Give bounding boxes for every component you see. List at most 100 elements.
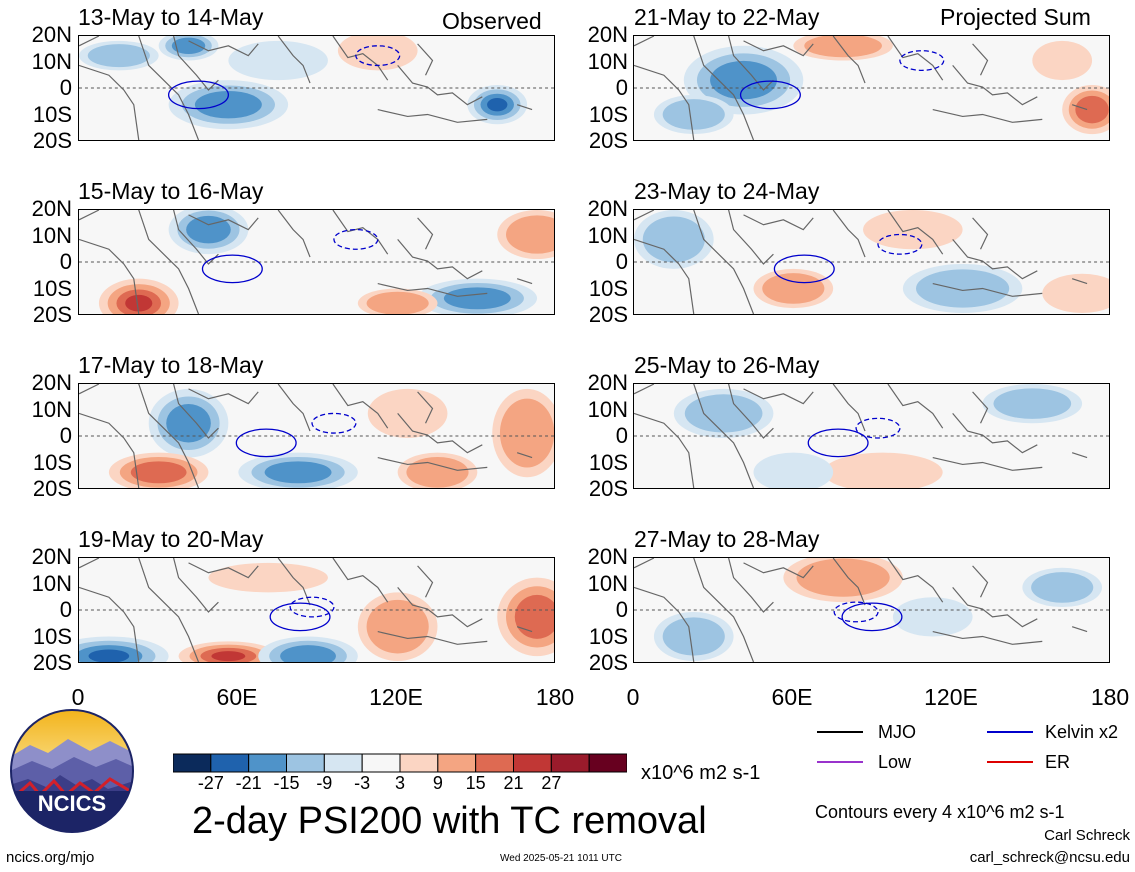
kelvin-contour: [167, 80, 230, 110]
coastline: [332, 384, 389, 429]
map-panel: [633, 383, 1110, 489]
lat-tick-label: 10S: [32, 101, 72, 127]
lat-tick-label: 0: [615, 75, 628, 100]
positive-anomaly: [130, 461, 187, 484]
coastline: [188, 562, 259, 579]
kelvin-contour: [235, 428, 297, 458]
lat-tick-label: 20N: [587, 196, 628, 221]
colorbar-tick-label: -27: [197, 773, 224, 793]
positive-anomaly: [1032, 40, 1093, 81]
colorbar-tick-label: -21: [235, 773, 262, 793]
lat-tick-label: 10S: [588, 623, 628, 649]
panel-title: 15-May to 16-May: [78, 178, 264, 204]
contours-note: Contours every 4 x10^6 m2 s-1: [815, 802, 1065, 822]
positive-anomaly: [506, 215, 554, 254]
coastline: [277, 36, 311, 84]
coastline: [79, 210, 140, 314]
negative-anomaly: [892, 597, 973, 637]
legend-mjo-label: MJO: [878, 722, 916, 742]
positive-anomaly: [211, 651, 246, 662]
coastline: [377, 457, 488, 471]
lat-tick-label: 10N: [587, 570, 628, 596]
map-panel: [633, 209, 1110, 315]
coastline: [972, 391, 989, 424]
map-panel: [78, 557, 555, 663]
lat-tick-label: 10S: [32, 275, 72, 301]
positive-anomaly: [823, 452, 943, 488]
kelvin-contour: [201, 254, 263, 284]
positive-anomaly: [1075, 95, 1109, 124]
lat-tick-label: 20S: [588, 476, 628, 501]
lon-tick-label: 60E: [771, 684, 813, 710]
coastline: [417, 43, 434, 76]
logo-text: NCICS: [38, 791, 106, 816]
colorbar-tick-label: 3: [394, 773, 405, 793]
lat-tick-label: 20N: [31, 370, 72, 395]
lat-tick-label: 0: [615, 597, 628, 622]
lat-tick-label: 10S: [588, 275, 628, 301]
timestamp: Wed 2025-05-21 1011 UTC: [500, 853, 622, 864]
negative-anomaly: [993, 388, 1072, 419]
kelvin-contour: [269, 602, 331, 632]
ncics-logo: NCICS: [10, 709, 134, 833]
lon-tick-label: 120E: [369, 684, 423, 710]
coastline: [693, 558, 755, 662]
coastline: [743, 40, 814, 57]
negative-anomaly: [171, 37, 206, 55]
colorbar-swatch: [437, 753, 477, 773]
lon-tick-label: 180: [535, 684, 575, 710]
lat-tick-label: 10S: [588, 449, 628, 475]
positive-anomaly: [514, 594, 554, 639]
coastline: [832, 210, 866, 258]
coastline: [516, 452, 533, 459]
coastline: [138, 558, 200, 662]
positive-anomaly: [366, 599, 429, 654]
negative-anomaly: [87, 44, 150, 68]
colorbar-swatch: [513, 753, 552, 773]
author-email: carl_schreck@ncsu.edu: [969, 849, 1130, 866]
coastline: [693, 384, 755, 488]
lat-tick-label: 20S: [32, 476, 72, 501]
coastline: [417, 391, 434, 424]
lat-tick-label: 10N: [31, 396, 72, 422]
positive-anomaly: [1042, 273, 1109, 314]
kelvin-contour: [877, 233, 923, 255]
coastline: [728, 384, 774, 439]
panel-title: 27-May to 28-May: [634, 526, 820, 552]
lat-tick-label: 20S: [32, 128, 72, 153]
lat-tick-label: 20N: [587, 22, 628, 47]
positive-anomaly: [208, 562, 328, 593]
colorbar-tick-label: 15: [465, 773, 486, 793]
colorbar-tick-label: 9: [432, 773, 443, 793]
lat-tick-label: 10N: [31, 570, 72, 596]
coastline: [952, 65, 1038, 106]
coastline: [332, 210, 389, 255]
legend-swatches-right: [987, 731, 1033, 763]
positive-anomaly: [762, 273, 825, 304]
coastline: [277, 558, 311, 606]
positive-anomaly: [125, 294, 153, 312]
lat-tick-label: 0: [59, 249, 72, 274]
lat-tick-label: 20N: [31, 196, 72, 221]
coastline: [516, 278, 533, 285]
coastline: [972, 217, 989, 250]
lat-tick-label: 20S: [588, 128, 628, 153]
lat-tick-label: 20N: [587, 544, 628, 569]
negative-anomaly: [88, 649, 130, 662]
kelvin-contour: [833, 601, 879, 623]
coastline: [277, 210, 311, 258]
coastline: [397, 65, 483, 106]
colorbar-units: x10^6 m2 s-1: [641, 762, 761, 784]
colorbar-tick-label: 21: [503, 773, 524, 793]
map-panel: [78, 35, 555, 141]
panel-title: 17-May to 18-May: [78, 352, 264, 378]
lat-tick-label: 20S: [588, 650, 628, 675]
lon-tick-label: 180: [1090, 684, 1130, 710]
author: Carl Schreck: [1044, 827, 1130, 844]
coastline: [693, 36, 755, 140]
coastline: [728, 36, 774, 91]
positive-anomaly: [337, 36, 418, 71]
coastline: [79, 36, 140, 140]
lat-tick-label: 20N: [31, 544, 72, 569]
coastline: [377, 631, 488, 645]
